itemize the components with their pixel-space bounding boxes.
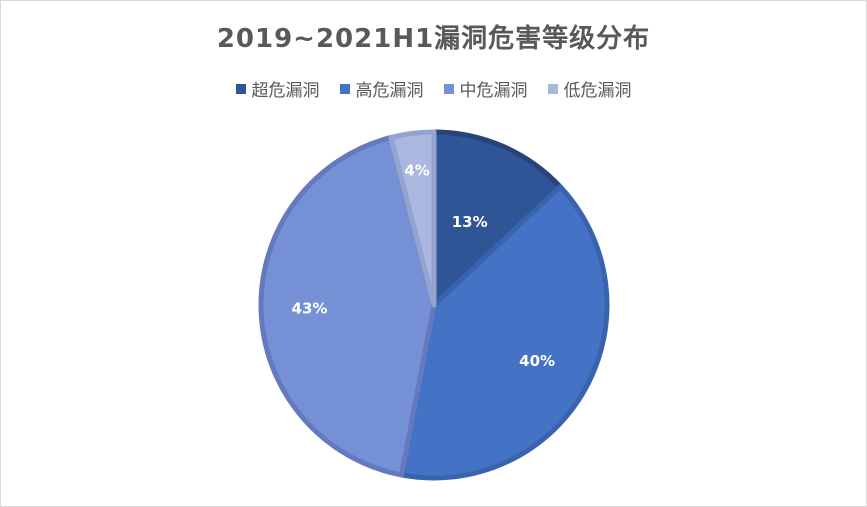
legend-label-low: 低危漏洞	[563, 81, 632, 101]
legend-item-high[interactable]: 高危漏洞	[339, 76, 424, 101]
data-label-medium: 43%	[292, 299, 328, 317]
legend-item-medium[interactable]: 中危漏洞	[443, 76, 528, 101]
data-label-critical: 13%	[452, 213, 488, 231]
pie-slice-high[interactable]	[399, 184, 610, 481]
pie-slice-critical[interactable]	[431, 129, 563, 308]
legend-swatch-critical	[235, 83, 246, 94]
legend-swatch-medium	[443, 83, 454, 94]
legend-item-low[interactable]: 低危漏洞	[547, 76, 632, 101]
legend-swatch-low	[547, 83, 558, 94]
chart-title: 2019~2021H1漏洞危害等级分布	[216, 24, 651, 54]
legend-label-high: 高危漏洞	[355, 81, 424, 101]
pie-slice-low[interactable]	[388, 129, 437, 308]
legend-label-critical: 超危漏洞	[251, 81, 320, 101]
pie-slice-medium[interactable]	[258, 134, 437, 478]
data-label-high: 40%	[519, 352, 555, 370]
legend-item-critical[interactable]: 超危漏洞	[235, 76, 320, 101]
chart-legend: 超危漏洞 高危漏洞 中危漏洞 低危漏洞	[0, 76, 867, 101]
data-label-low: 4%	[404, 162, 429, 180]
legend-label-medium: 中危漏洞	[459, 81, 528, 101]
legend-swatch-high	[339, 83, 350, 94]
